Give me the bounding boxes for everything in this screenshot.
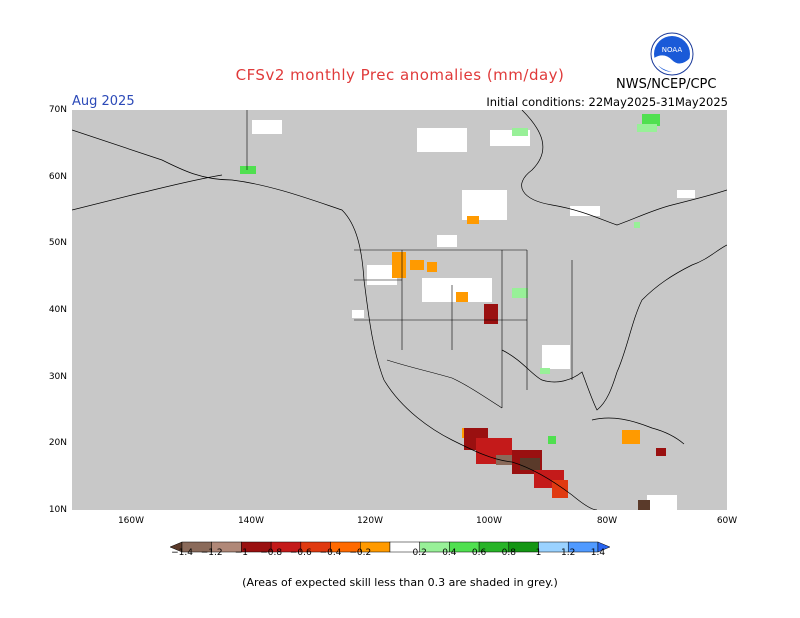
caribbean-islands	[591, 417, 685, 445]
orange-patch	[456, 292, 468, 302]
white-patch	[542, 345, 570, 369]
colorbar-tick-label: −0.6	[289, 548, 312, 558]
green-patch	[240, 166, 256, 174]
orange-patch	[427, 262, 437, 272]
lon-label-160w: 160W	[117, 516, 145, 526]
coastlines	[72, 110, 727, 510]
orange-patch	[467, 216, 479, 224]
orange-patch	[622, 430, 640, 444]
green-patch	[642, 114, 660, 126]
colorbar-tick-label: 0.4	[442, 548, 457, 558]
brown-patch	[638, 500, 650, 510]
colorbar-tick-label: −1	[234, 548, 249, 558]
white-patch	[352, 310, 364, 318]
lon-label-60w: 60W	[716, 516, 738, 526]
lat-label-40n: 40N	[48, 305, 67, 315]
white-patch	[252, 120, 282, 134]
precipitation-anomaly-map	[72, 110, 727, 510]
colorbar-tick-label: −1.2	[200, 548, 223, 558]
orange-patch	[410, 260, 424, 270]
state-borders	[354, 250, 573, 408]
anomaly-patches	[240, 114, 695, 510]
colorbar-tick-label: 0.8	[501, 548, 516, 558]
red-patch	[484, 304, 498, 324]
lat-label-10n: 10N	[48, 505, 67, 515]
green-patch	[634, 222, 640, 228]
skill-footnote: (Areas of expected skill less than 0.3 a…	[242, 576, 558, 589]
white-patch	[647, 495, 677, 510]
colorbar-tick-label: −0.4	[319, 548, 342, 558]
noaa-logo-icon: NOAA	[650, 32, 694, 76]
orange-patch	[392, 252, 406, 278]
lat-label-70n: 70N	[48, 105, 67, 115]
us-mexico-border	[386, 359, 503, 409]
pacific-coast	[72, 129, 598, 510]
agency-label: NWS/NCEP/CPC	[616, 77, 717, 92]
green-patch	[512, 128, 528, 136]
colorbar-arrow-high	[597, 541, 611, 553]
colorbar-tick-label: −0.2	[349, 548, 372, 558]
green-patch	[540, 368, 550, 374]
initial-conditions: Initial conditions: 22May2025-31May2025	[486, 95, 728, 109]
forecast-period: Aug 2025	[72, 94, 135, 109]
green-patch	[512, 288, 528, 298]
lat-label-60n: 60N	[48, 172, 67, 182]
lon-label-140w: 140W	[237, 516, 265, 526]
colorbar-tick-label: 0.2	[412, 548, 427, 558]
lon-label-120w: 120W	[356, 516, 384, 526]
noaa-logo-text: NOAA	[662, 46, 683, 54]
lat-label-30n: 30N	[48, 372, 67, 382]
lat-label-50n: 50N	[48, 238, 67, 248]
hudson-bay-coast	[521, 110, 727, 226]
map-title: CFSv2 monthly Prec anomalies (mm/day)	[235, 66, 565, 84]
colorbar-tick-label: −0.8	[260, 548, 283, 558]
colorbar	[170, 541, 611, 553]
white-patch	[677, 190, 695, 198]
map-background	[72, 110, 727, 510]
brown-patch	[520, 458, 540, 470]
white-patch	[437, 235, 457, 247]
lon-label-100w: 100W	[475, 516, 503, 526]
green-patch	[637, 124, 657, 132]
colorbar-tick-label: 0.6	[471, 548, 487, 558]
colorbar-tick-label: −1.4	[171, 548, 193, 558]
borders	[246, 110, 573, 409]
lat-label-20n: 20N	[48, 438, 67, 448]
green-patch	[548, 436, 556, 444]
colorbar-tick-label: 1.4	[590, 548, 606, 558]
lon-label-80w: 80W	[596, 516, 618, 526]
red-patch	[656, 448, 666, 456]
brown-patch	[496, 455, 512, 465]
red-patch	[552, 480, 568, 498]
alaska-peninsula-coast	[72, 174, 223, 211]
colorbar-tick-label: 1.2	[561, 548, 576, 558]
colorbar-tick-label: 1	[535, 548, 542, 558]
white-patch	[570, 206, 600, 216]
gulf-atlantic-coast	[501, 244, 727, 411]
white-patch	[417, 128, 467, 152]
white-patch	[462, 190, 507, 220]
